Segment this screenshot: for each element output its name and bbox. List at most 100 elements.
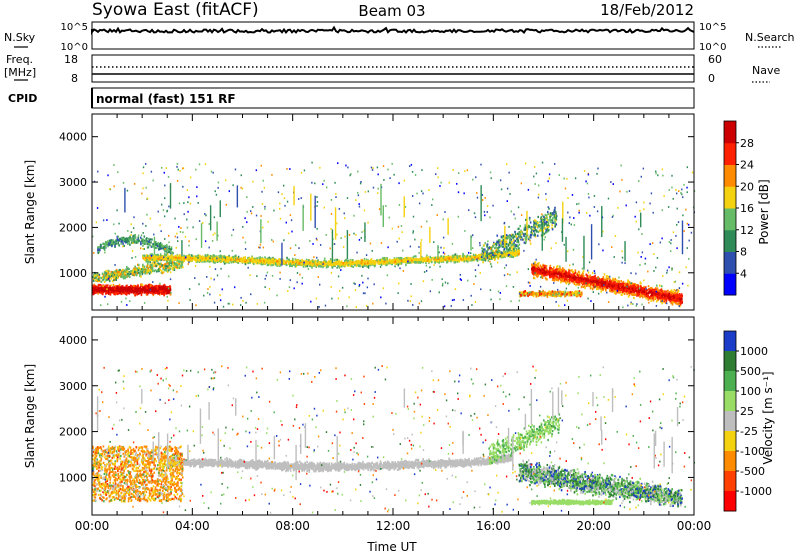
power-cell xyxy=(351,258,354,262)
power-cell xyxy=(291,261,294,264)
power-cell xyxy=(162,271,165,274)
power-cell xyxy=(97,289,99,292)
power-cell xyxy=(490,249,493,253)
power-cell xyxy=(300,263,303,266)
power-cell xyxy=(481,258,483,261)
power-cell xyxy=(134,233,136,237)
power-cell xyxy=(123,275,126,278)
power-cell xyxy=(106,276,108,279)
power-cell xyxy=(166,270,169,273)
power-cell xyxy=(137,236,140,239)
power-cell xyxy=(391,261,394,264)
power-cell xyxy=(554,206,556,209)
power-cell xyxy=(141,272,144,276)
power-cell xyxy=(126,287,129,290)
power-cell xyxy=(492,249,495,252)
power-cell xyxy=(93,292,95,295)
power-cell xyxy=(95,276,98,279)
power-cell xyxy=(230,261,233,264)
power-cell xyxy=(532,226,535,229)
power-cell xyxy=(159,246,162,250)
power-cell xyxy=(456,256,459,259)
power-cell xyxy=(447,257,450,260)
power-cell xyxy=(508,241,511,244)
power-cell xyxy=(509,247,511,250)
power-cell xyxy=(136,291,139,295)
power-cell xyxy=(101,284,103,287)
power-cell xyxy=(141,285,144,288)
power-cell xyxy=(122,287,125,290)
power-cell xyxy=(125,275,128,278)
power-cell xyxy=(126,270,129,273)
power-cell xyxy=(107,274,110,277)
power-cell xyxy=(166,246,168,250)
power-cell xyxy=(264,260,267,264)
power-cell xyxy=(110,274,113,278)
power-cell xyxy=(168,268,171,271)
power-cell xyxy=(158,292,161,295)
power-cell xyxy=(472,256,474,259)
power-cell xyxy=(167,291,170,295)
power-cell xyxy=(543,227,546,230)
power-cell xyxy=(153,269,156,272)
power-cell xyxy=(362,265,364,269)
power-cell xyxy=(289,264,291,268)
power-cell xyxy=(95,279,98,282)
power-cell xyxy=(115,268,118,272)
power-cell xyxy=(553,211,556,214)
power-cell xyxy=(127,290,129,293)
power-cell xyxy=(124,273,126,276)
power-cell xyxy=(117,276,119,279)
power-cell xyxy=(409,258,411,261)
power-cell xyxy=(324,263,327,266)
power-cell xyxy=(117,287,119,290)
power-cell xyxy=(481,247,483,250)
power-cell xyxy=(182,266,184,269)
power-cell xyxy=(169,261,171,264)
power-cell xyxy=(169,285,172,289)
power-cell xyxy=(127,272,129,276)
power-cell xyxy=(139,236,142,239)
power-cell xyxy=(114,278,117,281)
power-cell xyxy=(143,268,146,271)
power-cell xyxy=(554,225,556,228)
power-cell xyxy=(166,262,169,265)
power-cell xyxy=(333,259,336,262)
power-cell xyxy=(310,263,312,266)
power-cell xyxy=(151,261,154,265)
power-cell xyxy=(163,283,166,287)
power-cell xyxy=(126,240,128,243)
power-cell xyxy=(137,238,139,241)
power-cell xyxy=(423,259,425,262)
power-cell xyxy=(115,276,118,279)
power-cell xyxy=(430,261,433,264)
power-cell xyxy=(138,239,141,242)
power-cell xyxy=(114,242,117,245)
power-cell xyxy=(114,244,116,247)
power-cell xyxy=(388,258,391,261)
power-cell xyxy=(132,268,135,272)
power-cell xyxy=(299,259,302,263)
power-cell xyxy=(155,291,157,294)
power-cell xyxy=(128,291,131,294)
power-cell xyxy=(120,275,122,279)
power-cell xyxy=(552,221,554,225)
power-cell xyxy=(547,212,549,216)
power-cell xyxy=(113,286,116,289)
power-cell xyxy=(137,290,139,293)
power-cell xyxy=(110,287,113,291)
power-cell xyxy=(444,258,447,261)
power-cell xyxy=(147,254,149,257)
power-cell xyxy=(532,230,535,233)
power-cell xyxy=(244,256,247,259)
power-cell xyxy=(136,289,138,292)
power-cell xyxy=(113,287,115,290)
power-cell xyxy=(111,244,113,248)
power-cell xyxy=(97,284,100,287)
power-cell xyxy=(509,238,511,241)
power-cell xyxy=(517,232,519,236)
power-cell xyxy=(224,260,227,263)
power-cell xyxy=(107,292,110,295)
power-cell xyxy=(528,225,531,229)
power-cell xyxy=(495,242,498,245)
